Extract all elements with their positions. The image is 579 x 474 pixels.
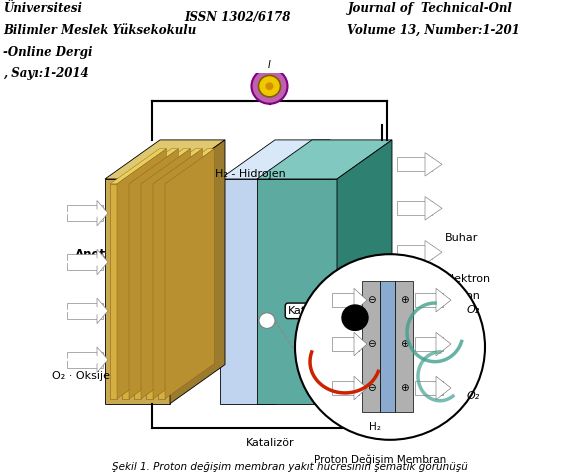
Polygon shape — [97, 201, 108, 226]
Text: Şekil 1. Proton değişim membran yakıt hücresinin şematik görünüşü: Şekil 1. Proton değişim membran yakıt hü… — [112, 462, 467, 472]
Polygon shape — [395, 281, 413, 412]
Polygon shape — [257, 140, 392, 179]
Text: (-): (-) — [140, 256, 152, 266]
Polygon shape — [97, 347, 108, 373]
Polygon shape — [425, 153, 442, 176]
Polygon shape — [354, 332, 367, 356]
Circle shape — [258, 75, 280, 97]
Text: Katalizör: Katalizör — [115, 305, 161, 315]
Polygon shape — [436, 376, 451, 400]
Text: Proton Değişim Membran: Proton Değişim Membran — [314, 454, 446, 465]
Polygon shape — [105, 140, 225, 179]
Polygon shape — [141, 149, 190, 399]
Polygon shape — [67, 303, 103, 319]
Text: Üniversitesi: Üniversitesi — [3, 2, 82, 15]
Polygon shape — [153, 149, 203, 399]
Text: Anot: Anot — [75, 248, 106, 261]
Polygon shape — [170, 140, 225, 404]
Polygon shape — [397, 246, 432, 259]
Text: ISSN 1302/6178: ISSN 1302/6178 — [184, 11, 291, 24]
Polygon shape — [122, 184, 129, 399]
Text: ⊕: ⊕ — [400, 383, 408, 393]
Text: Bilimler Meslek Yüksekokulu: Bilimler Meslek Yüksekokulu — [3, 24, 196, 37]
Text: O₂: O₂ — [467, 391, 480, 401]
Text: ⊖: ⊖ — [367, 295, 375, 305]
Text: Katot: Katot — [288, 306, 317, 316]
Polygon shape — [436, 288, 451, 312]
FancyArrowPatch shape — [68, 306, 101, 315]
Polygon shape — [67, 254, 103, 270]
FancyArrowPatch shape — [68, 257, 101, 266]
Polygon shape — [362, 281, 380, 412]
Polygon shape — [134, 149, 190, 184]
Polygon shape — [397, 289, 432, 303]
Polygon shape — [146, 184, 153, 399]
Polygon shape — [415, 293, 443, 307]
FancyArrowPatch shape — [68, 355, 101, 364]
Polygon shape — [146, 149, 203, 184]
Polygon shape — [425, 197, 442, 220]
FancyArrowPatch shape — [68, 209, 101, 218]
Polygon shape — [97, 298, 108, 324]
Text: ⊕: ⊕ — [400, 295, 408, 305]
Polygon shape — [380, 281, 395, 412]
Text: -Online Dergi: -Online Dergi — [3, 46, 93, 59]
Text: (+): (+) — [335, 306, 351, 316]
Polygon shape — [332, 337, 359, 351]
Polygon shape — [67, 205, 103, 221]
Polygon shape — [332, 293, 359, 307]
Polygon shape — [354, 376, 367, 400]
Polygon shape — [397, 201, 432, 215]
Polygon shape — [97, 249, 108, 275]
Polygon shape — [158, 184, 165, 399]
Polygon shape — [415, 381, 443, 395]
Polygon shape — [220, 140, 330, 179]
Text: O₂ · Oksijen: O₂ · Oksijen — [52, 371, 117, 381]
Polygon shape — [129, 149, 178, 399]
Text: Volume 13, Number:1-201: Volume 13, Number:1-201 — [347, 24, 520, 37]
Polygon shape — [425, 284, 442, 308]
Polygon shape — [332, 381, 359, 395]
Polygon shape — [397, 157, 432, 171]
Circle shape — [251, 69, 288, 104]
Polygon shape — [122, 149, 178, 184]
Text: Elektron: Elektron — [445, 273, 491, 283]
Polygon shape — [105, 179, 170, 404]
Polygon shape — [110, 149, 167, 184]
Polygon shape — [220, 179, 275, 404]
Polygon shape — [354, 288, 367, 312]
Text: ⊖: ⊖ — [367, 383, 375, 393]
Text: Katalizör: Katalizör — [245, 438, 294, 448]
Polygon shape — [67, 352, 103, 367]
Circle shape — [266, 82, 273, 90]
Polygon shape — [337, 140, 392, 404]
Text: ⊕: ⊕ — [400, 339, 408, 349]
Polygon shape — [257, 179, 337, 404]
Circle shape — [259, 313, 275, 328]
Polygon shape — [436, 332, 451, 356]
Polygon shape — [165, 149, 214, 399]
Polygon shape — [415, 337, 443, 351]
Circle shape — [342, 305, 368, 330]
Polygon shape — [134, 184, 141, 399]
Text: H₂: H₂ — [369, 422, 381, 432]
Polygon shape — [425, 240, 442, 264]
Text: Journal of  Technical-Onl: Journal of Technical-Onl — [347, 2, 512, 15]
Text: , Sayı:1-2014: , Sayı:1-2014 — [3, 67, 89, 80]
Circle shape — [295, 254, 485, 440]
Text: O₂: O₂ — [467, 305, 480, 315]
Polygon shape — [158, 149, 214, 184]
Polygon shape — [275, 140, 330, 404]
Polygon shape — [117, 149, 167, 399]
Text: H₂ - Hidrojen: H₂ - Hidrojen — [215, 169, 286, 179]
Text: Proton: Proton — [445, 291, 481, 301]
Polygon shape — [110, 184, 117, 399]
Text: Buhar: Buhar — [445, 233, 478, 243]
Text: ⊖: ⊖ — [367, 339, 375, 349]
Text: I: I — [268, 60, 271, 70]
